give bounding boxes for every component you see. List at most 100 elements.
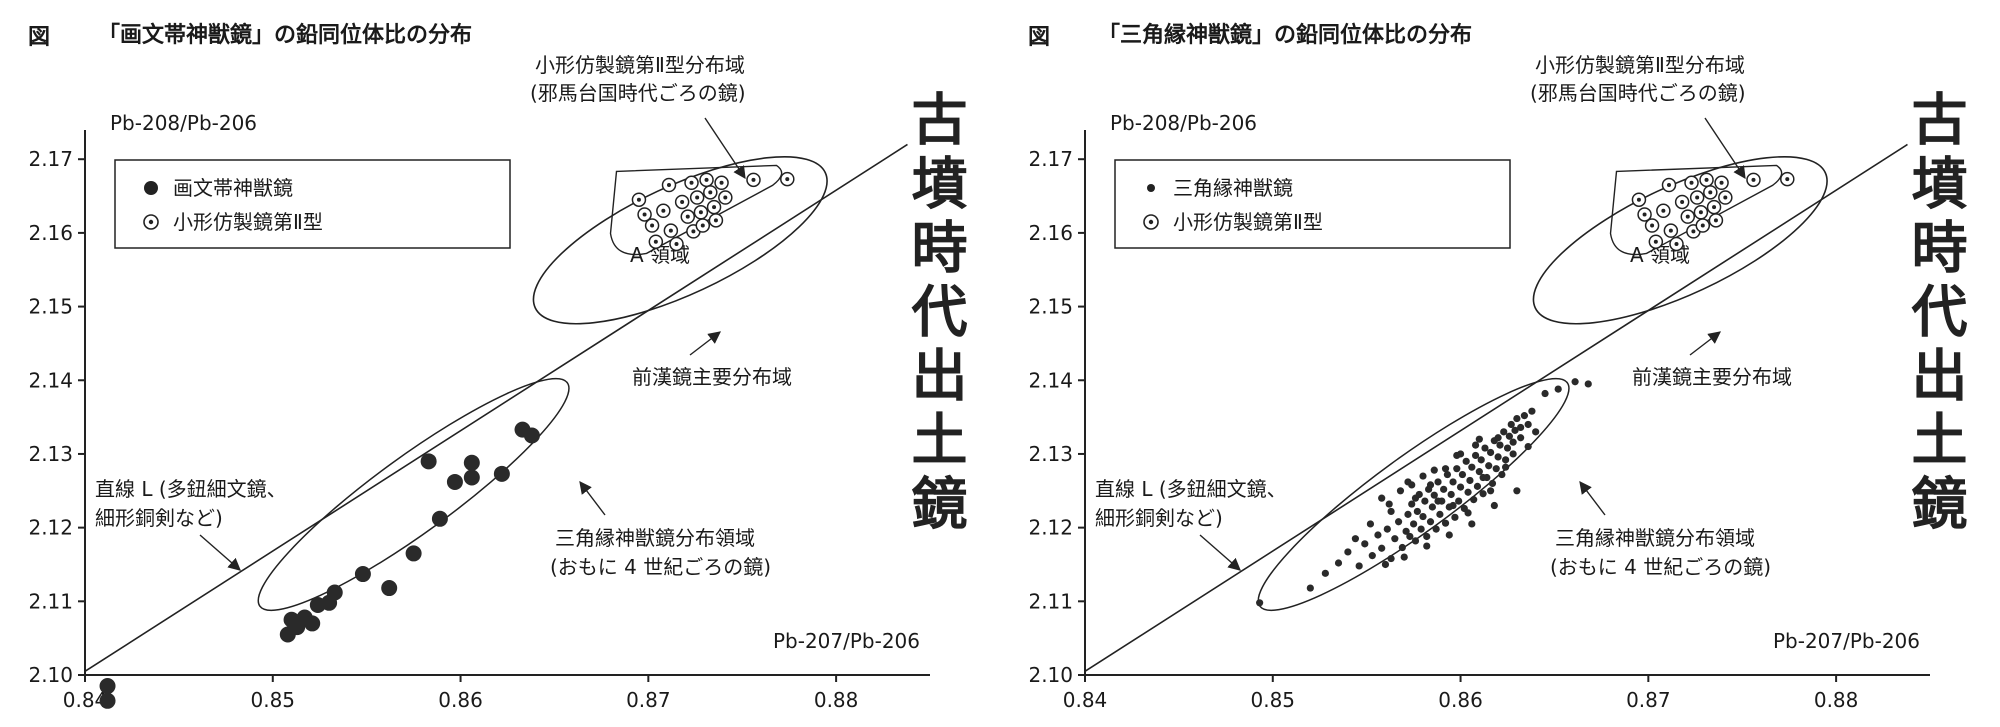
x-tick-label: 0.88 bbox=[1814, 688, 1859, 712]
point-sankakubuchi bbox=[1468, 463, 1476, 471]
x-axis-label: Pb-207/Pb-206 bbox=[773, 629, 920, 653]
x-axis-label: Pb-207/Pb-206 bbox=[1773, 629, 1920, 653]
sankaku-region-ellipse bbox=[257, 377, 570, 612]
point-small-mirror-center bbox=[1691, 229, 1696, 234]
point-small-mirror-center bbox=[653, 239, 658, 244]
legend-label-1: 三角縁神獣鏡 bbox=[1173, 176, 1293, 200]
y-tick-label: 2.12 bbox=[1028, 516, 1073, 540]
point-small-mirror-center bbox=[1674, 241, 1679, 246]
point-sankakubuchi bbox=[1443, 470, 1452, 479]
point-small-mirror-center bbox=[1695, 195, 1700, 200]
y-tick-label: 2.17 bbox=[1028, 147, 1073, 171]
point-small-mirror-center bbox=[1708, 190, 1713, 195]
title-prefix: 図 bbox=[1028, 25, 1050, 50]
annotation-former-han: 前漢鏡主要分布域 bbox=[632, 365, 792, 389]
point-sankakubuchi bbox=[1490, 501, 1498, 510]
arrow-sankaku bbox=[1579, 480, 1606, 516]
point-sankakubuchi bbox=[1524, 442, 1532, 451]
point-sankakubuchi bbox=[1432, 525, 1440, 533]
point-sankakubuchi bbox=[1498, 470, 1506, 479]
point-sankakubuchi bbox=[1524, 420, 1532, 429]
line-l bbox=[1084, 143, 1908, 672]
x-tick-label: 0.84 bbox=[1063, 688, 1108, 712]
point-sankakubuchi bbox=[1394, 518, 1403, 526]
point-sankakubuchi bbox=[1455, 497, 1463, 505]
point-sankakubuchi bbox=[1479, 490, 1487, 498]
point-gabuntai bbox=[99, 678, 116, 695]
point-small-mirror-center bbox=[1719, 180, 1724, 185]
point-sankakubuchi bbox=[1419, 472, 1427, 480]
point-small-mirror-center bbox=[1668, 228, 1673, 233]
legend-label-2: 小形仿製鏡第Ⅱ型 bbox=[173, 210, 323, 234]
point-sankakubuchi bbox=[1436, 510, 1444, 518]
x-tick-label: 0.85 bbox=[251, 688, 296, 712]
point-sankakubuchi bbox=[1447, 490, 1455, 499]
point-sankakubuchi bbox=[1479, 473, 1487, 482]
annotation-small-region-1: 小形仿製鏡第Ⅱ型分布域 bbox=[535, 53, 745, 77]
point-small-mirror-center bbox=[1636, 197, 1641, 202]
annotation-line-l-2: 細形銅剣など) bbox=[95, 506, 223, 530]
point-sankakubuchi bbox=[1440, 485, 1448, 493]
point-gabuntai bbox=[446, 473, 463, 490]
x-tick-label: 0.85 bbox=[1251, 688, 1296, 712]
point-sankakubuchi bbox=[1554, 385, 1562, 393]
point-sankakubuchi bbox=[1387, 554, 1395, 563]
point-small-mirror-center bbox=[1689, 180, 1694, 185]
point-sankakubuchi bbox=[1406, 532, 1414, 541]
point-gabuntai bbox=[99, 692, 116, 709]
point-sankakubuchi bbox=[1458, 470, 1467, 479]
point-sankakubuchi bbox=[1404, 510, 1412, 518]
point-sankakubuchi bbox=[1306, 584, 1314, 592]
y-axis-label: Pb-208/Pb-206 bbox=[1110, 111, 1257, 135]
title-prefix: 図 bbox=[28, 25, 50, 50]
point-small-mirror-center bbox=[713, 218, 718, 223]
x-tick-label: 0.86 bbox=[1438, 688, 1483, 712]
point-sankakubuchi bbox=[1378, 544, 1386, 552]
annotation-sankaku-1: 三角縁神獣鏡分布領域 bbox=[1555, 526, 1755, 550]
point-gabuntai bbox=[354, 566, 371, 583]
point-sankakubuchi bbox=[1396, 487, 1405, 495]
point-sankakubuchi bbox=[1487, 448, 1495, 457]
point-gabuntai bbox=[381, 580, 398, 597]
annotation-small-region-2: (邪馬台国時代ごろの鏡) bbox=[1530, 81, 1746, 105]
point-small-mirror-center bbox=[1712, 205, 1717, 210]
x-tick-label: 0.88 bbox=[814, 688, 859, 712]
point-small-mirror-center bbox=[1680, 199, 1685, 204]
annotation-small-region-1: 小形仿製鏡第Ⅱ型分布域 bbox=[1535, 53, 1745, 77]
point-sankakubuchi bbox=[1473, 482, 1482, 490]
point-sankakubuchi bbox=[1468, 520, 1476, 528]
point-sankakubuchi bbox=[1351, 535, 1359, 543]
point-sankakubuchi bbox=[1471, 441, 1480, 449]
point-sankakubuchi bbox=[1494, 434, 1502, 442]
chart-title: 「三角縁神獣鏡」の鉛同位体比の分布 bbox=[1098, 22, 1472, 48]
point-small-mirror-center bbox=[751, 177, 756, 182]
y-tick-label: 2.11 bbox=[28, 589, 73, 613]
point-sankakubuchi bbox=[1509, 438, 1517, 446]
scatter-chart-sankakubuchi: 図 「三角縁神獣鏡」の鉛同位体比の分布 0.84 0.85 0.86 0.87 0.88 2.… bbox=[1028, 22, 1968, 712]
point-sankakubuchi bbox=[1434, 478, 1442, 486]
point-small-mirror-center bbox=[1661, 208, 1666, 213]
point-sankakubuchi bbox=[1481, 444, 1489, 452]
legend-marker-ring-center bbox=[148, 219, 154, 225]
legend-box bbox=[1114, 159, 1511, 249]
point-sankakubuchi bbox=[1509, 450, 1517, 458]
annotation-sankaku-2: (おもに 4 世紀ごろの鏡) bbox=[1550, 555, 1771, 579]
point-small-mirror-center bbox=[1700, 223, 1705, 228]
point-small-mirror-center bbox=[712, 205, 717, 210]
point-sankakubuchi bbox=[1520, 412, 1528, 420]
point-small-mirror-center bbox=[700, 223, 705, 228]
y-tick-label: 2.15 bbox=[1028, 295, 1073, 319]
legend-label-1: 画文帯神獣鏡 bbox=[173, 176, 293, 200]
annotation-sankaku-1: 三角縁神獣鏡分布領域 bbox=[555, 526, 755, 550]
point-sankakubuchi bbox=[1408, 500, 1416, 508]
point-sankakubuchi bbox=[1411, 494, 1420, 502]
y-tick-label: 2.14 bbox=[1028, 368, 1073, 392]
point-sankakubuchi bbox=[1449, 501, 1457, 510]
point-sankakubuchi bbox=[1400, 553, 1408, 561]
point-sankakubuchi bbox=[1475, 435, 1483, 443]
point-small-mirror-center bbox=[666, 183, 671, 187]
legend-marker-solid bbox=[144, 181, 158, 195]
point-sankakubuchi bbox=[1477, 456, 1485, 464]
point-sankakubuchi bbox=[1541, 389, 1549, 398]
point-small-mirror-center bbox=[650, 223, 655, 228]
